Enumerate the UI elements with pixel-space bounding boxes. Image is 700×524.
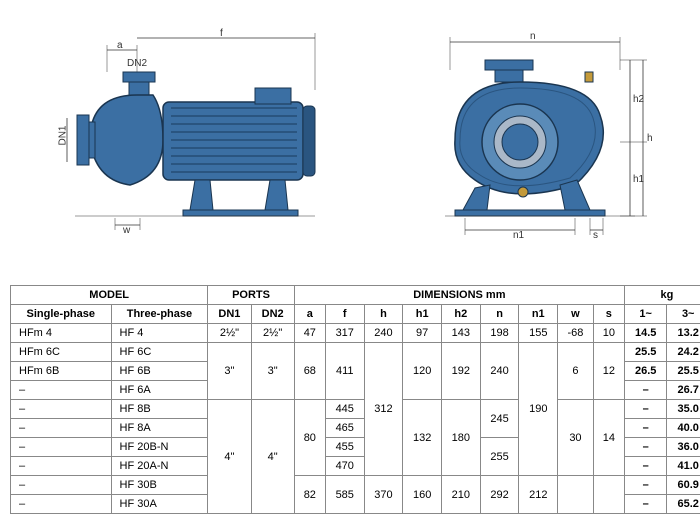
pump-front-view: n n1 s h h1 h2 <box>425 30 665 250</box>
label-h1: h1 <box>633 174 644 185</box>
th-kg1: 1~ <box>624 305 666 324</box>
table-row: – HF 8B 4" 4" 80 445 132 180 245 30 14 –… <box>11 400 700 419</box>
pump-side-view: a f DN2 DN1 w <box>55 30 335 250</box>
header-row-2: Single-phase Three-phase DN1 DN2 a f h h… <box>11 305 700 324</box>
table-row: HFm 6C HF 6C 3" 3" 68 411 312 120 192 24… <box>11 343 700 362</box>
label-a: a <box>117 40 123 51</box>
th-a: a <box>294 305 325 324</box>
label-n1: n1 <box>513 230 524 241</box>
label-dn2: DN2 <box>127 58 147 69</box>
th-h2: h2 <box>442 305 481 324</box>
th-w: w <box>558 305 594 324</box>
label-s: s <box>593 230 598 241</box>
th-n: n <box>480 305 519 324</box>
table-row: – HF 30B 82 585 370 160 210 292 212 – 60… <box>11 476 700 495</box>
th-dn1: DN1 <box>208 305 251 324</box>
th-h1: h1 <box>403 305 442 324</box>
label-w: w <box>123 225 130 236</box>
label-f: f <box>220 28 223 39</box>
th-dn2: DN2 <box>251 305 294 324</box>
th-ports: PORTS <box>208 286 294 305</box>
table-row: HFm 4 HF 4 2½" 2½" 47 317 240 97 143 198… <box>11 324 700 343</box>
label-n: n <box>530 31 536 42</box>
label-dn1: DN1 <box>58 125 69 145</box>
th-f: f <box>325 305 364 324</box>
th-kg3: 3~ <box>667 305 700 324</box>
diagram-area: a f DN2 DN1 w <box>10 10 700 270</box>
th-dimensions: DIMENSIONS mm <box>294 286 624 305</box>
header-row-1: MODEL PORTS DIMENSIONS mm kg <box>11 286 700 305</box>
spec-table: MODEL PORTS DIMENSIONS mm kg Single-phas… <box>10 285 700 514</box>
th-tp: Three-phase <box>111 305 208 324</box>
th-model: MODEL <box>11 286 208 305</box>
th-h: h <box>364 305 403 324</box>
label-h: h <box>647 133 653 144</box>
th-n1: n1 <box>519 305 558 324</box>
th-kg: kg <box>624 286 700 305</box>
th-s: s <box>593 305 624 324</box>
th-sp: Single-phase <box>11 305 112 324</box>
label-h2: h2 <box>633 94 644 105</box>
